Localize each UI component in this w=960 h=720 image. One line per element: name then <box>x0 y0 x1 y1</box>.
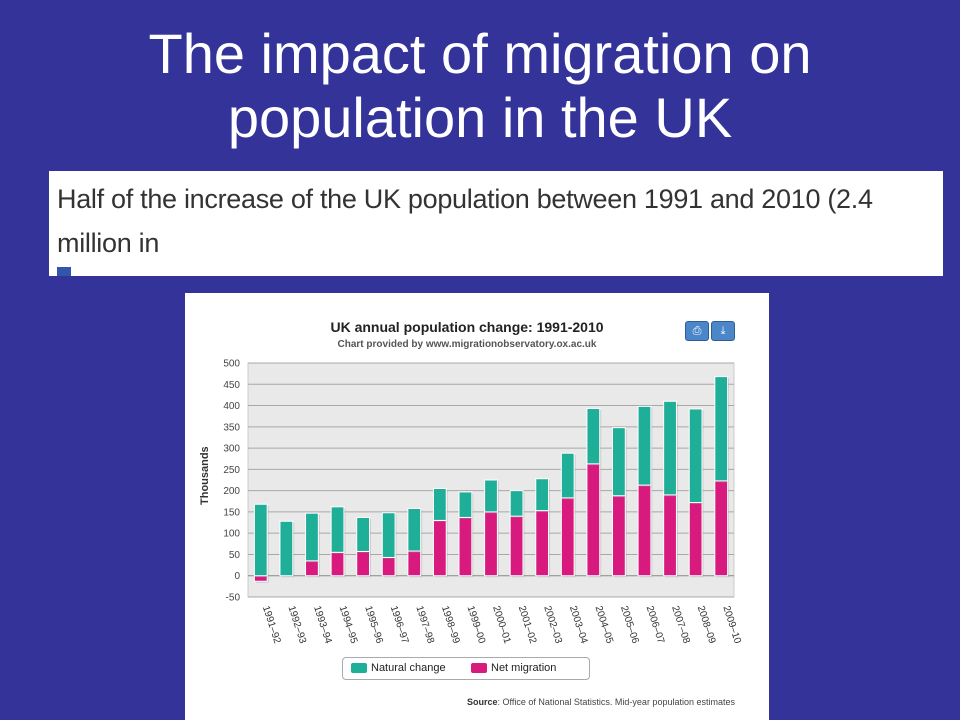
bar-net-migration <box>305 560 319 577</box>
y-tick-label: 250 <box>223 465 240 476</box>
x-tick-label: 1997–98 <box>413 605 436 646</box>
bar-natural-change <box>612 427 626 497</box>
legend: Natural change Net migration <box>342 657 590 680</box>
legend-label-natural-change: Natural change <box>371 662 446 674</box>
bar-net-migration <box>688 502 703 577</box>
x-tick-label: 1992–93 <box>286 605 309 646</box>
bar-net-migration <box>535 510 550 577</box>
bar-net-migration <box>560 497 575 577</box>
slide-title-line-2: population in the UK <box>227 86 733 149</box>
y-tick-label: 500 <box>223 359 240 370</box>
bar-natural-change <box>714 376 729 482</box>
chart-panel: 500 450 400 350 300 250 200 150 100 50 0 -50 1991–92… <box>185 293 769 720</box>
printer-icon: ⎙ <box>692 325 702 337</box>
x-tick-label: 2008–09 <box>695 605 718 646</box>
x-tick-label: 1999–00 <box>465 605 488 646</box>
bar-natural-change <box>305 512 319 562</box>
y-tick-label: 100 <box>223 529 240 540</box>
bar-net-migration <box>458 516 473 577</box>
x-tick-label: 2004–05 <box>592 605 615 646</box>
bar-net-migration <box>484 511 498 577</box>
y-tick-label: 350 <box>223 422 240 433</box>
x-tick-label: 1996–97 <box>388 605 411 646</box>
bar-net-migration <box>509 515 524 577</box>
bar-net-migration <box>432 519 447 577</box>
bar-net-migration <box>356 550 370 577</box>
source-text: : Office of National Statistics. Mid-yea… <box>497 697 735 707</box>
y-tick-label: 200 <box>223 486 240 497</box>
bar-net-migration <box>714 480 729 577</box>
bar-natural-change <box>279 520 294 577</box>
bar-natural-change <box>535 478 550 512</box>
source-note: Source: Office of National Statistics. M… <box>185 697 735 707</box>
print-button[interactable]: ⎙ <box>685 321 709 341</box>
bar-natural-change <box>458 491 473 518</box>
bar-natural-change <box>407 508 422 552</box>
y-tick-label: 300 <box>223 444 240 455</box>
y-tick-label: 150 <box>223 507 240 518</box>
bar-natural-change <box>688 408 703 504</box>
slide-title-line-1: The impact of migration on <box>148 22 812 85</box>
y-tick-label: 50 <box>229 550 241 561</box>
bar-net-migration <box>663 494 677 577</box>
download-icon: ⤓ <box>720 325 726 337</box>
legend-label-net-migration: Net migration <box>491 662 557 674</box>
x-tick-label: 2006–07 <box>644 605 667 646</box>
slide-title: The impact of migration on population in… <box>0 22 960 150</box>
bar-natural-change <box>330 506 345 553</box>
bar-net-migration <box>586 463 601 577</box>
x-tick-label: 2007–08 <box>669 605 692 646</box>
chart-subtitle: Chart provided by www.migrationobservato… <box>337 339 597 350</box>
caption-text: Half of the increase of the UK populatio… <box>57 177 937 276</box>
bar-net-migration <box>612 495 626 577</box>
bar-natural-change <box>356 516 370 552</box>
bar-net-migration <box>407 550 422 577</box>
bar-natural-change <box>586 408 601 465</box>
bar-natural-change <box>484 479 498 513</box>
bar-net-migration <box>637 484 652 577</box>
bar-natural-change <box>509 490 524 517</box>
legend-swatch-natural-change <box>351 663 367 674</box>
chart-title: UK annual population change: 1991-2010 <box>330 319 604 335</box>
legend-item-natural-change[interactable]: Natural change <box>351 662 446 675</box>
x-tick-label: 2009–10 <box>720 605 743 646</box>
bar-natural-change <box>253 503 268 577</box>
bar-natural-change <box>432 488 447 521</box>
y-tick-label: 400 <box>223 401 240 412</box>
x-tick-label: 1994–95 <box>337 605 360 646</box>
x-tick-label: 2005–06 <box>618 605 641 646</box>
x-tick-label: 1998–99 <box>439 605 462 646</box>
bar-natural-change <box>637 405 652 486</box>
bar-natural-change <box>663 400 677 496</box>
y-tick-label: 0 <box>234 571 240 582</box>
download-button[interactable]: ⤓ <box>711 321 735 341</box>
bar-net-migration <box>381 556 396 577</box>
bar-natural-change <box>381 512 396 558</box>
x-tick-label: 1991–92 <box>260 605 283 646</box>
bar-natural-change <box>560 452 575 499</box>
x-tick-label: 2003–04 <box>567 605 590 646</box>
bar-net-migration <box>330 551 345 577</box>
x-tick-label: 2001–02 <box>516 605 539 646</box>
legend-swatch-net-migration <box>471 663 487 674</box>
x-tick-label: 1993–94 <box>311 605 334 646</box>
caption-line-2: absolute terms) was due to the direct co… <box>57 265 937 276</box>
caption-line-1: Half of the increase of the UK populatio… <box>57 184 873 258</box>
x-tick-label: 2000–01 <box>490 605 513 646</box>
source-label: Source <box>467 697 498 707</box>
chart-canvas: 500450400350300250200150100500-501991–92… <box>223 359 743 646</box>
x-tick-label: 1995–96 <box>362 605 385 646</box>
caption-box: Half of the increase of the UK populatio… <box>49 171 943 276</box>
y-tick-label: 450 <box>223 380 240 391</box>
caption-cut-off-glyph <box>57 267 71 276</box>
y-axis-label: Thousands <box>199 446 211 505</box>
legend-item-net-migration[interactable]: Net migration <box>471 662 556 675</box>
y-tick-label: -50 <box>226 593 241 604</box>
x-tick-label: 2002–03 <box>541 605 564 646</box>
